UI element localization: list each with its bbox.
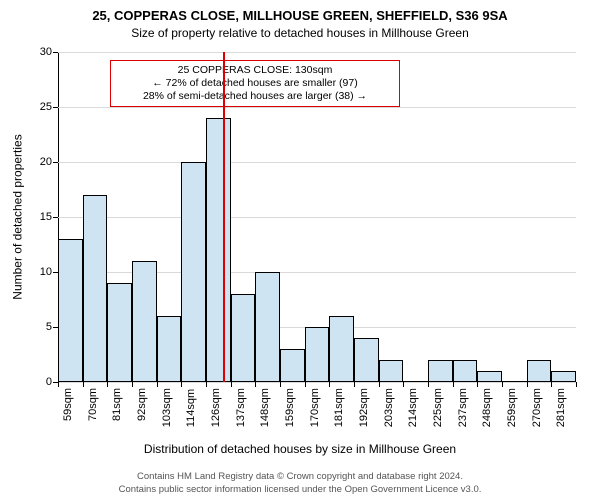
x-tick-label: 259sqm	[506, 388, 518, 427]
histogram-bar	[255, 272, 280, 382]
y-tick-label: 10	[22, 266, 52, 278]
y-tick-label: 30	[22, 46, 52, 58]
histogram-bar	[107, 283, 132, 382]
x-tick-label: 126sqm	[210, 388, 222, 427]
y-tick	[53, 162, 58, 163]
annotation-line: ← 72% of detached houses are smaller (97…	[117, 77, 393, 90]
title-sub: Size of property relative to detached ho…	[0, 26, 600, 40]
histogram-bar	[305, 327, 330, 382]
title-main: 25, COPPERAS CLOSE, MILLHOUSE GREEN, SHE…	[0, 8, 600, 24]
y-tick-label: 0	[22, 376, 52, 388]
y-tick-label: 20	[22, 156, 52, 168]
annotation-line: 28% of semi-detached houses are larger (…	[117, 90, 393, 103]
x-tick-label: 92sqm	[136, 388, 148, 421]
x-tick-label: 159sqm	[284, 388, 296, 427]
histogram-bar	[477, 371, 502, 382]
x-tick	[181, 382, 182, 387]
gridline	[58, 52, 576, 53]
x-tick	[551, 382, 552, 387]
x-tick	[206, 382, 207, 387]
x-tick-label: 225sqm	[432, 388, 444, 427]
x-tick	[403, 382, 404, 387]
x-tick	[132, 382, 133, 387]
gridline	[58, 107, 576, 108]
x-tick-label: 114sqm	[185, 389, 197, 427]
x-tick-label: 59sqm	[62, 388, 74, 421]
x-tick	[329, 382, 330, 387]
x-tick-label: 203sqm	[383, 388, 395, 427]
y-tick-label: 15	[22, 211, 52, 223]
x-tick	[231, 382, 232, 387]
x-tick-label: 237sqm	[457, 388, 469, 427]
x-tick-label: 281sqm	[555, 388, 567, 427]
x-tick-label: 70sqm	[87, 388, 99, 421]
x-tick	[157, 382, 158, 387]
x-tick	[428, 382, 429, 387]
histogram-bar	[453, 360, 478, 382]
histogram-bar	[231, 294, 256, 382]
x-tick-label: 248sqm	[481, 388, 493, 427]
x-tick-label: 81sqm	[111, 388, 123, 421]
y-tick-label: 5	[22, 321, 52, 333]
y-tick	[53, 217, 58, 218]
x-tick-label: 148sqm	[259, 388, 271, 427]
caption-line: Contains public sector information licen…	[0, 484, 600, 496]
y-tick	[53, 52, 58, 53]
histogram-bar	[329, 316, 354, 382]
x-tick	[477, 382, 478, 387]
histogram-bar	[181, 162, 206, 382]
histogram-bar	[354, 338, 379, 382]
histogram-bar	[551, 371, 576, 382]
histogram-bar	[83, 195, 108, 382]
x-axis-title: Distribution of detached houses by size …	[0, 442, 600, 456]
x-tick-label: 170sqm	[309, 388, 321, 427]
x-tick	[255, 382, 256, 387]
x-tick-label: 270sqm	[531, 388, 543, 427]
y-tick-label: 25	[22, 101, 52, 113]
x-tick-label: 103sqm	[161, 388, 173, 427]
histogram-bar	[132, 261, 157, 382]
histogram-bar	[157, 316, 182, 382]
x-tick	[107, 382, 108, 387]
x-tick	[527, 382, 528, 387]
x-tick	[379, 382, 380, 387]
x-tick	[83, 382, 84, 387]
x-tick-label: 192sqm	[358, 388, 370, 427]
x-tick	[576, 382, 577, 387]
histogram-bar	[206, 118, 231, 382]
title-block: 25, COPPERAS CLOSE, MILLHOUSE GREEN, SHE…	[0, 0, 600, 40]
annotation-box: 25 COPPERAS CLOSE: 130sqm ← 72% of detac…	[110, 60, 400, 107]
plot-area: 25 COPPERAS CLOSE: 130sqm ← 72% of detac…	[58, 52, 576, 382]
x-tick	[280, 382, 281, 387]
x-tick	[502, 382, 503, 387]
histogram-bar	[58, 239, 83, 382]
figure: 25, COPPERAS CLOSE, MILLHOUSE GREEN, SHE…	[0, 0, 600, 500]
x-tick	[354, 382, 355, 387]
histogram-bar	[428, 360, 453, 382]
x-tick	[453, 382, 454, 387]
histogram-bar	[527, 360, 552, 382]
gridline	[58, 217, 576, 218]
x-tick-label: 137sqm	[235, 388, 247, 427]
highlight-line	[223, 52, 225, 382]
histogram-bar	[379, 360, 404, 382]
caption: Contains HM Land Registry data © Crown c…	[0, 471, 600, 496]
histogram-bar	[280, 349, 305, 382]
x-tick	[305, 382, 306, 387]
gridline	[58, 162, 576, 163]
gridline	[58, 382, 576, 383]
x-tick-label: 181sqm	[333, 388, 345, 427]
x-tick-label: 214sqm	[407, 388, 419, 427]
caption-line: Contains HM Land Registry data © Crown c…	[0, 471, 600, 483]
annotation-line: 25 COPPERAS CLOSE: 130sqm	[117, 64, 393, 77]
y-tick	[53, 107, 58, 108]
x-tick	[58, 382, 59, 387]
